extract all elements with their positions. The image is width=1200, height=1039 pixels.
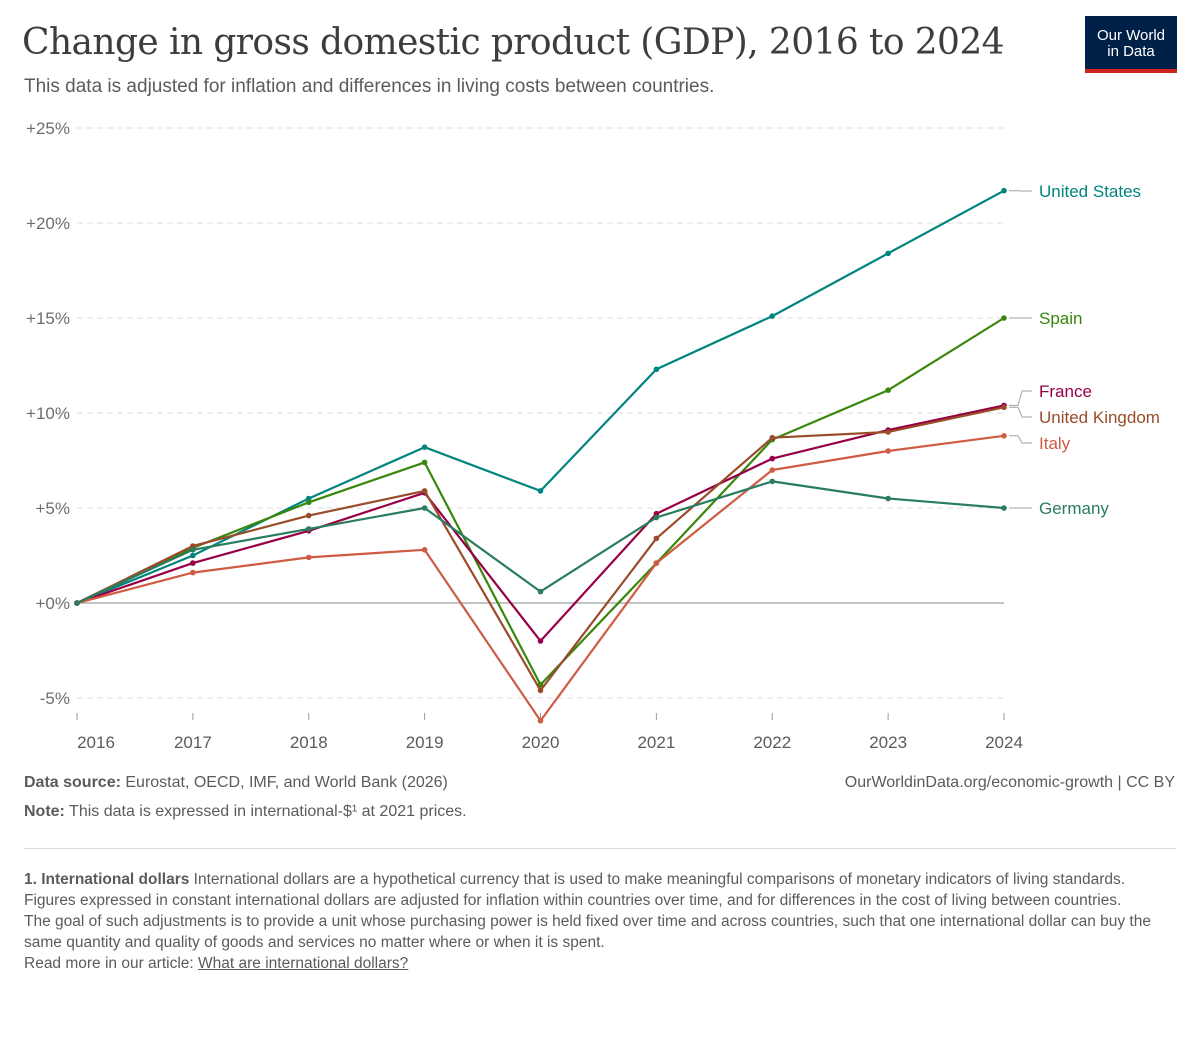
chart-subtitle: This data is adjusted for inflation and … [24, 76, 715, 97]
series-label: United States [1039, 182, 1141, 201]
x-tick-label: 2023 [869, 733, 907, 752]
data-point-united-states [885, 250, 891, 257]
series-line-france [76, 404, 1005, 643]
series-line-italy [76, 434, 1005, 722]
chart-title: Change in gross domestic product (GDP), … [22, 22, 1005, 63]
x-tick-label: 2017 [174, 733, 212, 752]
data-point-germany [653, 514, 660, 521]
data-point-germany [1001, 505, 1007, 511]
leader-line [1009, 406, 1032, 418]
series-line-spain [76, 317, 1005, 686]
logo-line-1: Our World [1096, 27, 1166, 44]
y-tick-label: -5% [40, 689, 70, 708]
data-point-spain [305, 499, 312, 506]
x-tick-label: 2018 [290, 733, 328, 752]
license: | CC BY [1113, 774, 1175, 791]
data-point-spain [1001, 315, 1007, 321]
footnote: 1. International dollars International d… [24, 869, 1169, 974]
x-tick-label: 2024 [985, 733, 1023, 752]
series-label: Italy [1039, 434, 1071, 453]
data-point-united-kingdom [769, 434, 776, 441]
x-tick-label: 2016 [77, 733, 115, 752]
data-point-france [769, 455, 776, 462]
footnote-line-2: Figures expressed in constant internatio… [24, 892, 1122, 909]
y-tick-label: +0% [36, 594, 71, 613]
data-point-italy [769, 467, 776, 473]
series-line-united-kingdom [76, 406, 1005, 692]
leader-line [1009, 390, 1032, 406]
data-point-united-states [769, 313, 776, 319]
series-line-united-states [76, 189, 1005, 605]
data-point-united-kingdom [653, 535, 660, 542]
footnote-link-line: Read more in our article: What are inter… [24, 955, 409, 972]
url-link: OurWorldinData.org/economic-growth [844, 774, 1114, 791]
series-label: United Kingdom [1039, 408, 1160, 427]
x-tick-label: 2020 [522, 733, 560, 752]
series-label: Germany [1039, 499, 1109, 518]
international-dollars-link[interactable]: What are international dollars? [198, 955, 409, 972]
data-point-united-kingdom [305, 512, 312, 519]
y-tick-label: +10% [26, 404, 70, 423]
data-point-italy [537, 718, 544, 724]
y-tick-label: +5% [36, 499, 71, 518]
data-point-germany [74, 600, 80, 606]
data-point-germany [305, 526, 312, 532]
y-tick-label: +20% [26, 214, 70, 233]
data-point-united-states [421, 444, 428, 451]
y-tick-label: +15% [26, 309, 70, 328]
data-point-spain [885, 387, 891, 394]
data-point-united-kingdom [885, 429, 891, 435]
series-line-germany [76, 480, 1005, 604]
data-point-germany [421, 505, 428, 511]
source-url[interactable]: OurWorldinData.org/economic-growth | CC … [845, 774, 1175, 792]
data-point-united-kingdom [1001, 404, 1007, 411]
series-label: France [1039, 382, 1092, 401]
data-point-united-states [653, 366, 660, 373]
series-label: Spain [1039, 309, 1082, 328]
data-point-france [537, 638, 544, 644]
data-point-italy [653, 560, 660, 566]
data-point-italy [305, 554, 312, 561]
footnote-line-1: 1. International dollars International d… [24, 871, 1126, 888]
data-point-germany [769, 478, 776, 485]
data-point-united-kingdom [421, 488, 428, 494]
data-point-italy [1001, 433, 1007, 439]
data-point-united-states [190, 552, 196, 559]
chart-note: Note: This data is expressed in internat… [24, 803, 467, 820]
footnote-line-3: The goal of such adjustments is to provi… [24, 913, 1151, 951]
data-point-germany [537, 588, 544, 595]
divider [24, 848, 1176, 849]
data-point-germany [190, 547, 196, 553]
data-point-france [190, 560, 196, 566]
y-tick-label: +25% [26, 119, 70, 138]
data-point-united-states [537, 488, 544, 494]
data-point-germany [885, 495, 891, 502]
data-point-italy [190, 569, 196, 576]
x-tick-label: 2019 [406, 733, 444, 752]
x-tick-label: 2022 [753, 733, 791, 752]
line-chart: -5% +0% +5% +10% +15% +20% +25% 2016 2017 2018 201… [26, 119, 1160, 752]
data-point-spain [421, 459, 428, 466]
x-tick-label: 2021 [637, 733, 675, 752]
data-point-italy [421, 547, 428, 553]
data-point-united-states [1001, 187, 1007, 194]
leader-line [1009, 435, 1032, 444]
owid-logo[interactable]: Our World in Data [1085, 16, 1177, 73]
data-point-united-kingdom [537, 687, 544, 694]
data-point-italy [885, 448, 891, 454]
data-source: Data source: Eurostat, OECD, IMF, and Wo… [24, 774, 448, 791]
logo-line-2: in Data [1107, 43, 1155, 60]
